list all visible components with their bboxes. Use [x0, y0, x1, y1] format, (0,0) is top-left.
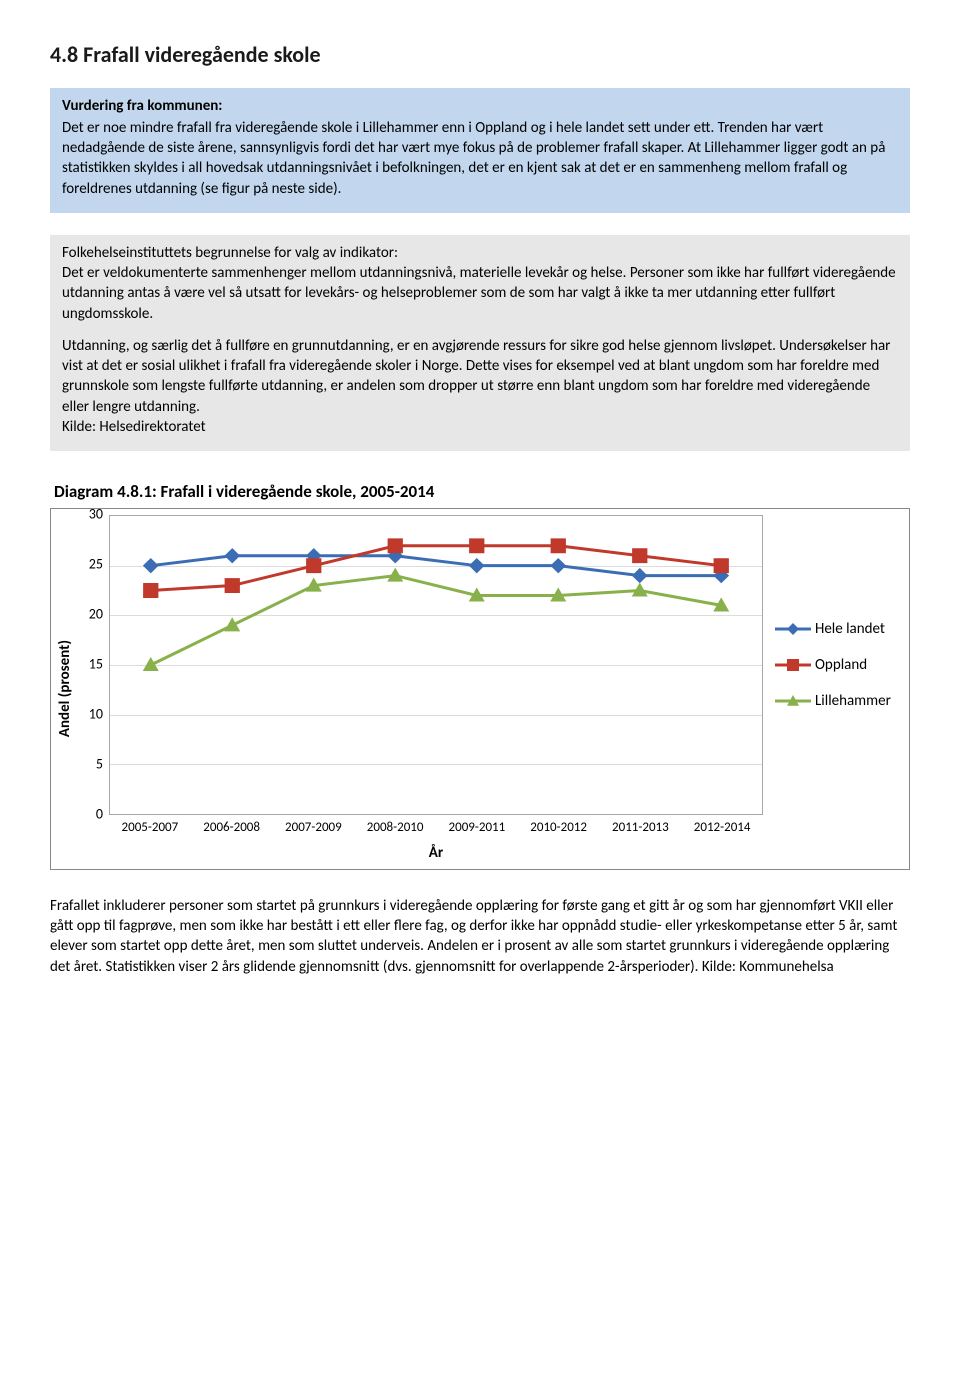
- y-axis-label: Andel (prosent): [53, 640, 75, 737]
- y-tick-label: 25: [89, 556, 103, 575]
- legend-label: Lillehammer: [815, 691, 891, 711]
- y-tick-label: 15: [89, 656, 103, 675]
- rationale-p2: Utdanning, og særlig det å fullføre en g…: [62, 336, 898, 437]
- legend-item: Oppland: [775, 655, 903, 675]
- assessment-text: Det er noe mindre frafall fra videregåen…: [62, 119, 885, 198]
- y-ticks: 051015202530: [75, 515, 109, 815]
- rationale-box: Folkehelseinstituttets begrunnelse for v…: [50, 235, 910, 451]
- legend-label: Oppland: [815, 655, 867, 675]
- chart-plot-area: [109, 515, 763, 815]
- legend-item: Lillehammer: [775, 691, 903, 711]
- x-tick-label: 2011-2013: [600, 819, 682, 837]
- y-tick-label: 5: [96, 756, 103, 775]
- assessment-title: Vurdering fra kommunen:: [62, 96, 898, 116]
- y-tick-label: 30: [89, 506, 103, 525]
- chart-frame: Andel (prosent) 0 5 10 15 20 25 30 Hele landet…: [50, 508, 910, 870]
- x-tick-label: 2006-2008: [191, 819, 273, 837]
- legend-label: Hele landet: [815, 619, 885, 639]
- legend-item: Hele landet: [775, 619, 903, 639]
- section-heading: 4.8 Frafall videregående skole: [50, 40, 910, 70]
- x-tick-label: 2009-2011: [436, 819, 518, 837]
- x-tick-label: 2008-2010: [354, 819, 436, 837]
- chart-caption: Frafallet inkluderer personer som starte…: [50, 896, 910, 977]
- assessment-box: Vurdering fra kommunen: Det er noe mindr…: [50, 88, 910, 213]
- y-tick-label: 0: [96, 806, 103, 825]
- rationale-p1: Folkehelseinstituttets begrunnelse for v…: [62, 243, 898, 324]
- chart-legend: Hele landet Oppland Lillehammer: [763, 515, 903, 815]
- y-tick-label: 20: [89, 606, 103, 625]
- x-ticks: 2005-20072006-20082007-20092008-20102009…: [109, 819, 763, 837]
- chart-title: Diagram 4.8.1: Frafall i videregående sk…: [54, 481, 910, 504]
- x-tick-label: 2005-2007: [109, 819, 191, 837]
- x-tick-label: 2012-2014: [681, 819, 763, 837]
- y-tick-label: 10: [89, 706, 103, 725]
- x-tick-label: 2010-2012: [518, 819, 600, 837]
- x-tick-label: 2007-2009: [273, 819, 355, 837]
- x-axis-label: År: [109, 843, 763, 863]
